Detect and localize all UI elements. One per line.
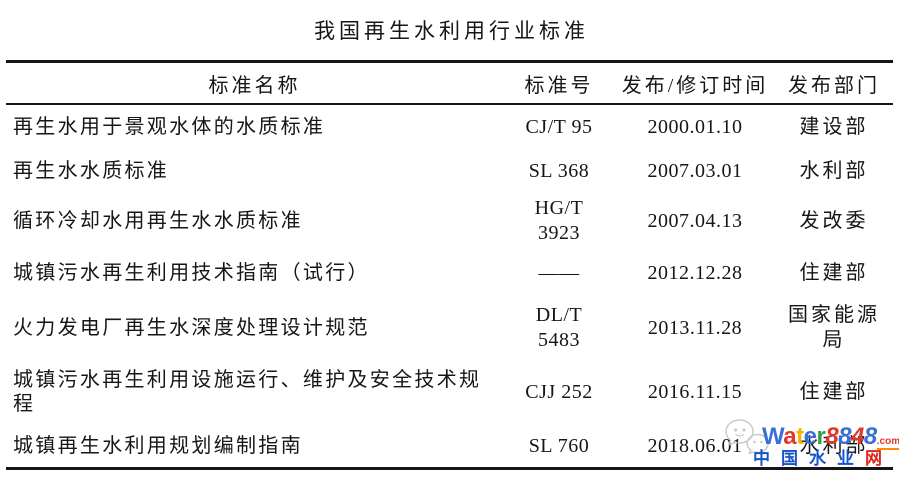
- cell-department: 水利部: [799, 434, 869, 457]
- logo-letter: 4: [851, 423, 864, 450]
- cell-department: 发改委: [799, 209, 869, 232]
- watermark: Water8848.com 中国水业网: [716, 415, 899, 473]
- cell-standard-code: CJJ 252: [525, 380, 593, 403]
- table-row: 城镇再生水利用规划编制指南 SL 760 2018.06.01 水利部: [6, 425, 893, 469]
- cell-standard-name: 火力发电厂再生水深度处理设计规范: [13, 317, 370, 339]
- table-row: 再生水水质标准 SL 368 2007.03.01 水利部: [6, 149, 893, 193]
- cell-publish-date: 2000.01.10: [647, 115, 743, 138]
- cell-standard-name: 再生水水质标准: [13, 160, 170, 182]
- column-header-dept: 发布部门: [775, 61, 893, 105]
- logo-letter: 8: [838, 423, 852, 450]
- wechat-icon: [725, 419, 769, 455]
- cell-publish-date: 2016.11.15: [647, 380, 743, 403]
- cell-department: 国家能源 局: [788, 304, 880, 351]
- cell-standard-code: SL 760: [528, 434, 590, 457]
- cell-department: 住建部: [799, 261, 869, 284]
- cell-standard-name: 城镇污水再生利用设施运行、维护及安全技术规 程: [13, 369, 482, 415]
- cell-standard-name: 城镇污水再生利用技术指南（试行）: [13, 262, 370, 284]
- logo-letter: 8: [825, 423, 839, 450]
- logo-letter: 8: [863, 423, 877, 450]
- cell-publish-date: 2012.12.28: [647, 261, 743, 284]
- table-row: 城镇污水再生利用技术指南（试行） —— 2012.12.28 住建部: [6, 249, 893, 297]
- table-row: 再生水用于景观水体的水质标准 CJ/T 95 2000.01.10 建设部: [6, 104, 893, 149]
- column-header-date: 发布/修订时间: [615, 61, 775, 105]
- logo-letter: a: [783, 423, 797, 450]
- cell-publish-date: 2018.06.01: [647, 434, 743, 457]
- logo-letter: r: [816, 423, 826, 450]
- logo-letter: t: [796, 423, 804, 450]
- header-row: 标准名称 标准号 发布/修订时间 发布部门: [6, 61, 893, 105]
- cell-publish-date: 2007.03.01: [647, 159, 743, 182]
- cn-site-name: 中国水业网: [753, 450, 893, 467]
- cell-publish-date: 2013.11.28: [647, 316, 743, 339]
- table-row: 火力发电厂再生水深度处理设计规范 DL/T 5483 2013.11.28 国家…: [6, 297, 893, 359]
- water8848-logo: Water8848.com: [762, 423, 899, 450]
- cell-standard-code: HG/T 3923: [534, 197, 584, 244]
- cell-standard-name: 再生水用于景观水体的水质标准: [13, 116, 326, 138]
- cell-department: 住建部: [799, 380, 869, 403]
- logo-letter: e: [803, 423, 817, 450]
- column-header-name: 标准名称: [6, 61, 503, 105]
- cell-standard-code: DL/T 5483: [535, 304, 583, 351]
- cell-standard-name: 循环冷却水用再生水水质标准: [13, 210, 303, 232]
- cell-standard-code: SL 368: [528, 159, 590, 182]
- logo-letter: W: [762, 423, 784, 450]
- standards-table: 标准名称 标准号 发布/修订时间 发布部门 再生水用于景观水体的水质标准 CJ/…: [6, 60, 893, 470]
- cell-department: 建设部: [799, 115, 869, 138]
- cell-standard-name: 城镇再生水利用规划编制指南: [13, 435, 303, 457]
- cell-standard-code: CJ/T 95: [525, 115, 593, 138]
- water8848-domain-suffix: .com: [876, 436, 899, 450]
- column-header-code: 标准号: [503, 61, 615, 105]
- cn-site-name-main: 中国水业: [753, 449, 865, 468]
- cell-department: 水利部: [799, 159, 869, 182]
- table-row: 城镇污水再生利用设施运行、维护及安全技术规 程 CJJ 252 2016.11.…: [6, 359, 893, 425]
- cell-publish-date: 2007.04.13: [647, 209, 743, 232]
- cn-site-name-last: 网: [865, 449, 893, 468]
- page-title: 我国再生水利用行业标准: [314, 19, 589, 43]
- cell-standard-code: ——: [538, 261, 580, 284]
- table-row: 循环冷却水用再生水水质标准 HG/T 3923 2007.04.13 发改委: [6, 193, 893, 249]
